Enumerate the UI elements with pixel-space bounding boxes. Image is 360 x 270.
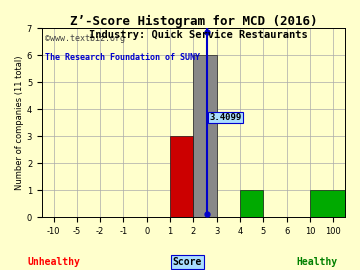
Text: The Research Foundation of SUNY: The Research Foundation of SUNY xyxy=(45,53,200,62)
Y-axis label: Number of companies (11 total): Number of companies (11 total) xyxy=(15,55,24,190)
Bar xyxy=(170,136,193,217)
Text: Score: Score xyxy=(172,257,202,267)
Bar xyxy=(240,190,264,217)
Text: Healthy: Healthy xyxy=(296,257,337,267)
Text: 3.4099: 3.4099 xyxy=(210,113,242,122)
Bar xyxy=(193,55,217,217)
Text: Unhealthy: Unhealthy xyxy=(28,257,80,267)
Text: Industry: Quick Service Restaurants: Industry: Quick Service Restaurants xyxy=(89,30,307,40)
Text: ©www.textbiz.org: ©www.textbiz.org xyxy=(45,34,125,43)
Title: Z’-Score Histogram for MCD (2016): Z’-Score Histogram for MCD (2016) xyxy=(70,15,317,28)
Bar xyxy=(310,190,357,217)
